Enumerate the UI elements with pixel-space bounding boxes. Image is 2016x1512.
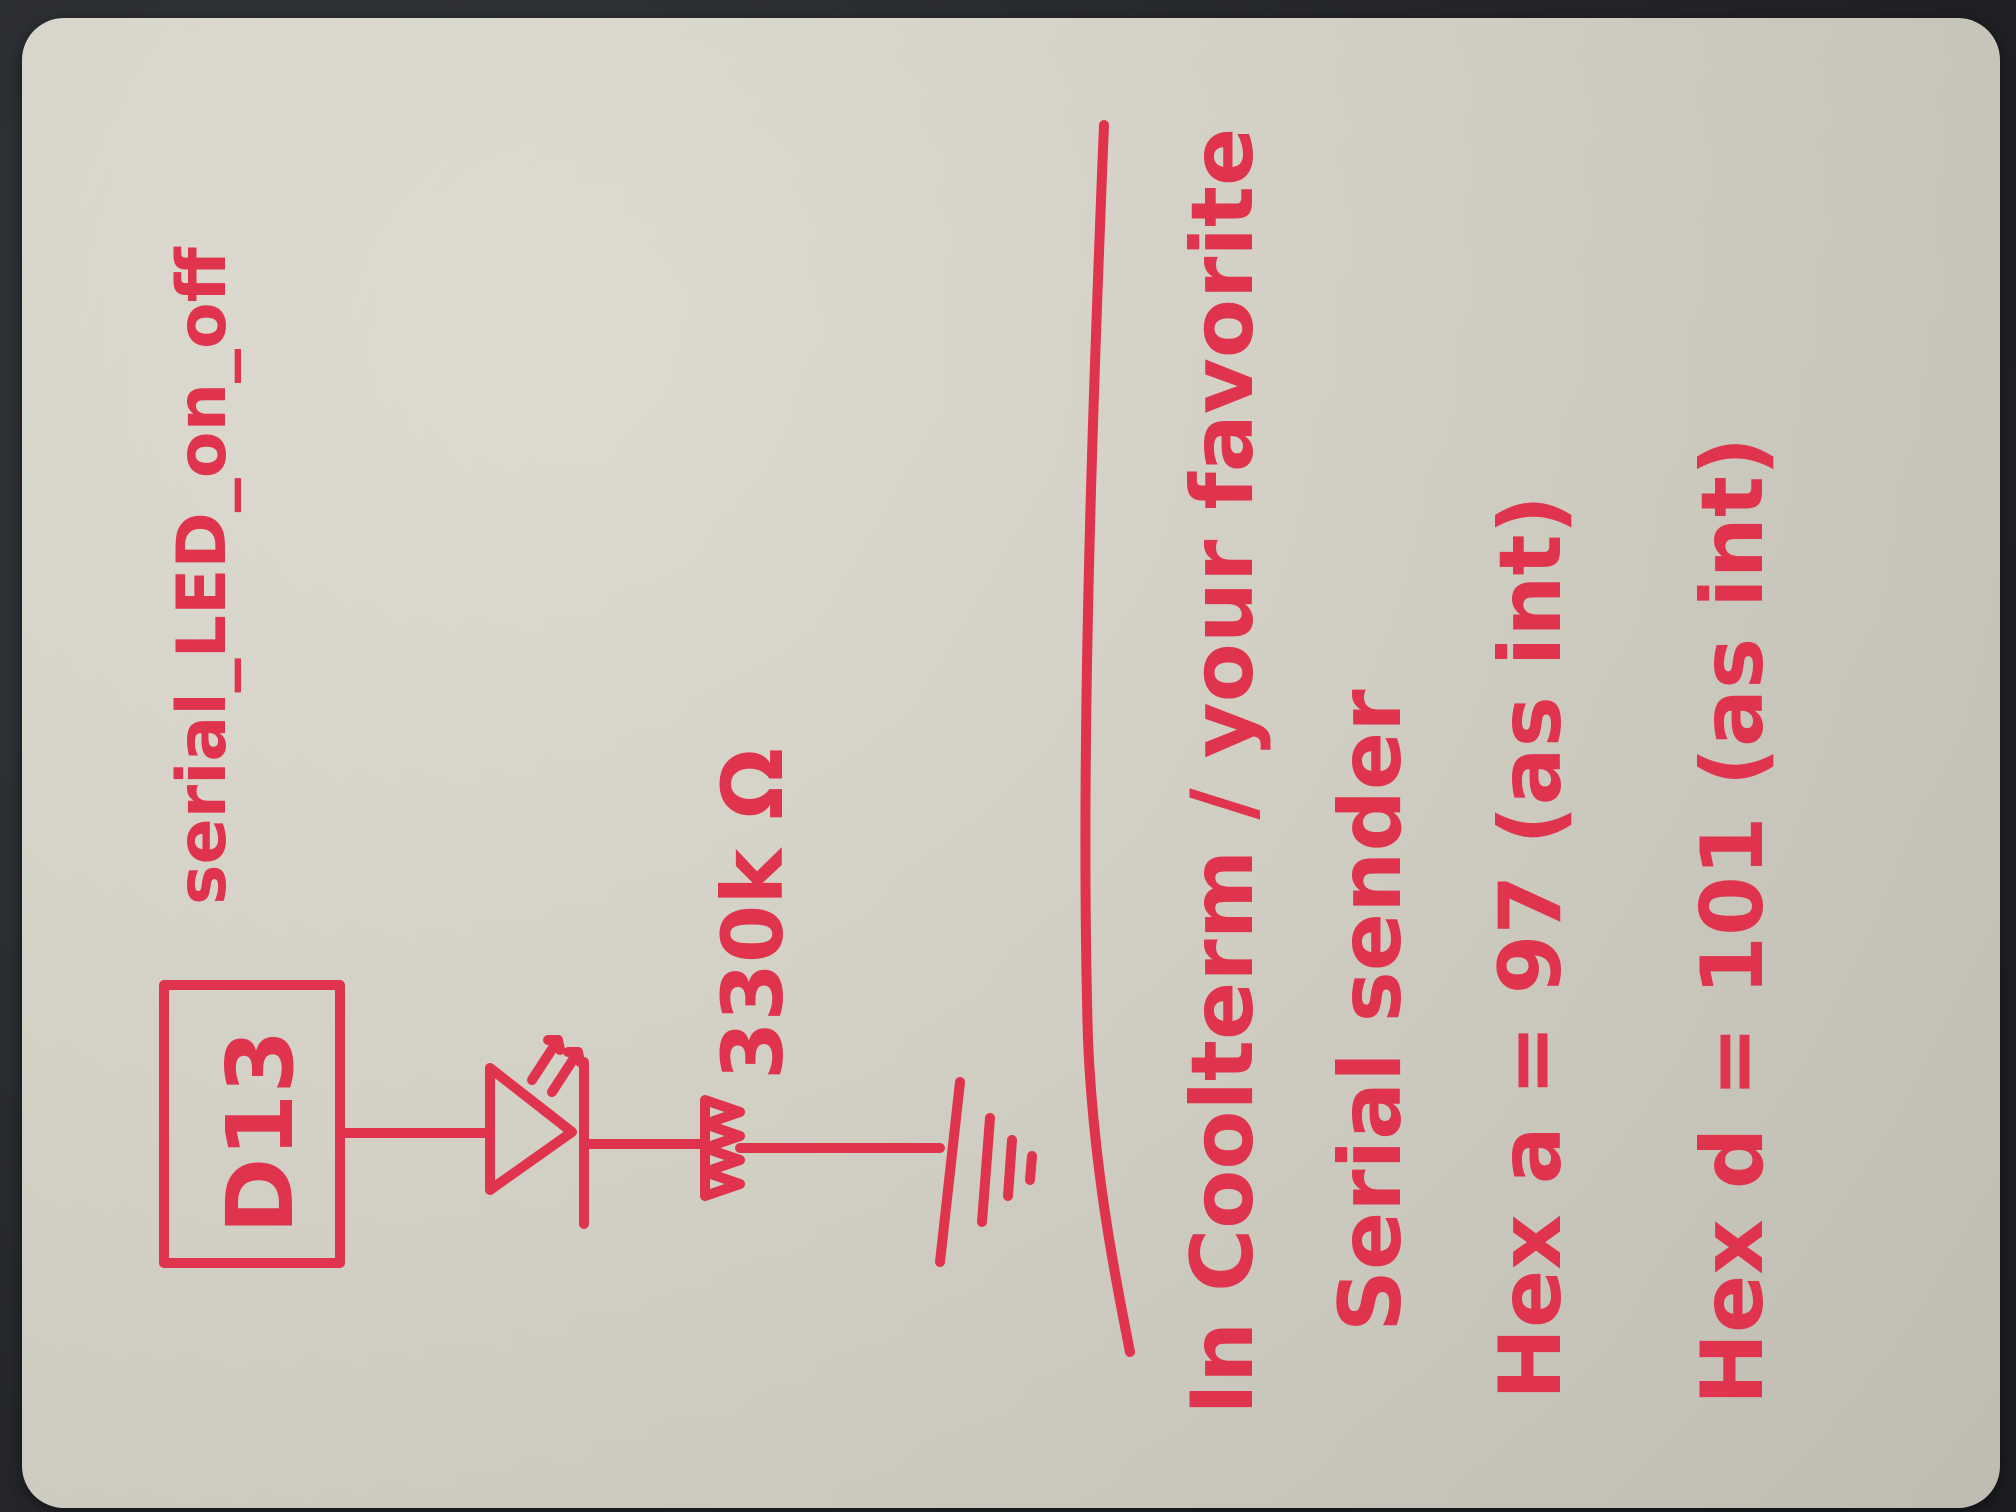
instruction-line-1: In Coolterm / your favorite <box>1173 128 1273 1415</box>
ground-symbol <box>935 1077 1037 1267</box>
resistor-symbol <box>700 1095 745 1201</box>
resistor-label: 330k Ω <box>704 748 802 1080</box>
instruction-line-4: Hex d = 101 (as int) <box>1683 437 1783 1405</box>
instruction-line-3: Hex a = 97 (as int) <box>1481 495 1581 1400</box>
instruction-line-2: Serial sender <box>1321 689 1421 1332</box>
led-symbol <box>485 1035 589 1229</box>
divider-line <box>1080 120 1135 1357</box>
whiteboard <box>22 18 2000 1508</box>
circuit-diagram: D13 330k Ω <box>159 748 1037 1268</box>
title-text: serial_LED_on_off <box>163 246 242 905</box>
pin-box <box>159 980 345 1268</box>
instructions: In Coolterm / your favorite Serial sende… <box>1173 128 1783 1415</box>
pin-label: D13 <box>207 1030 314 1234</box>
